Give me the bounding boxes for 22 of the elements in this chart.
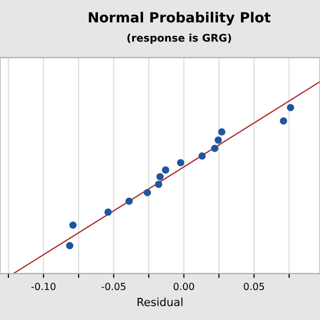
x-tick-label: 0.05 xyxy=(244,282,264,290)
x-tick-label: -0.10 xyxy=(31,282,56,290)
point xyxy=(154,180,162,188)
point xyxy=(198,152,206,160)
point xyxy=(125,198,133,205)
x-tick-label: 0.00 xyxy=(174,282,194,290)
point xyxy=(214,136,222,144)
point xyxy=(280,117,288,125)
point xyxy=(162,166,170,174)
point xyxy=(144,188,152,196)
point xyxy=(218,128,226,136)
point xyxy=(211,144,218,152)
chart-title: Normal Probability Plot xyxy=(88,12,270,26)
point xyxy=(66,242,74,250)
x-axis-title: Residual xyxy=(138,298,182,306)
x-tick-label: -0.05 xyxy=(102,282,126,290)
point xyxy=(104,208,112,216)
chart-subtitle: (response is GRG) xyxy=(127,34,231,44)
point xyxy=(286,104,294,112)
point xyxy=(156,173,164,180)
point xyxy=(69,222,77,229)
point xyxy=(176,159,184,166)
